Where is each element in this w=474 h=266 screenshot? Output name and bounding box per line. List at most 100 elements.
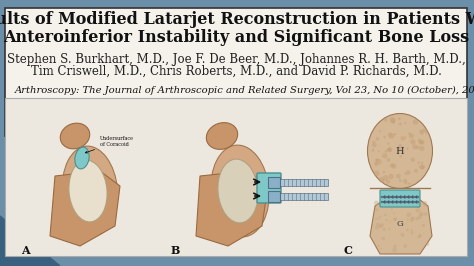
Circle shape (399, 123, 402, 126)
Circle shape (411, 232, 414, 234)
Circle shape (422, 224, 425, 227)
Circle shape (405, 182, 407, 185)
Text: H: H (396, 147, 404, 156)
Circle shape (398, 144, 402, 148)
FancyBboxPatch shape (5, 8, 467, 136)
Circle shape (401, 136, 405, 141)
Circle shape (376, 158, 379, 161)
Circle shape (422, 128, 426, 133)
Circle shape (404, 122, 407, 124)
Circle shape (410, 157, 415, 162)
Ellipse shape (218, 159, 258, 223)
Circle shape (378, 225, 382, 228)
Circle shape (376, 159, 382, 165)
Circle shape (388, 174, 394, 179)
Circle shape (419, 130, 422, 132)
Polygon shape (50, 171, 120, 246)
Circle shape (412, 144, 417, 149)
Circle shape (407, 218, 409, 220)
Circle shape (402, 202, 405, 206)
FancyBboxPatch shape (5, 98, 467, 256)
Circle shape (383, 135, 386, 139)
Circle shape (386, 158, 390, 162)
Circle shape (400, 233, 404, 237)
Circle shape (417, 236, 419, 238)
Text: Arthroscopy: The Journal of Arthroscopic and Related Surgery, Vol 23, No 10 (Oct: Arthroscopy: The Journal of Arthroscopic… (15, 85, 474, 94)
Circle shape (419, 130, 424, 135)
Circle shape (409, 133, 414, 138)
Circle shape (410, 229, 413, 232)
Circle shape (386, 179, 390, 184)
Polygon shape (370, 196, 432, 254)
Circle shape (391, 119, 395, 124)
Ellipse shape (367, 114, 432, 189)
Circle shape (403, 179, 407, 183)
Text: B: B (170, 246, 180, 256)
Circle shape (384, 213, 387, 216)
Ellipse shape (69, 160, 107, 222)
Circle shape (426, 242, 429, 246)
Circle shape (408, 182, 410, 185)
Circle shape (393, 133, 396, 136)
Circle shape (380, 223, 384, 227)
Circle shape (406, 147, 409, 150)
Circle shape (383, 228, 386, 231)
Circle shape (416, 205, 419, 208)
Circle shape (415, 217, 419, 221)
Circle shape (419, 212, 424, 216)
Circle shape (374, 162, 377, 165)
FancyBboxPatch shape (278, 193, 328, 200)
Circle shape (375, 218, 378, 220)
Circle shape (395, 200, 400, 205)
Circle shape (413, 119, 418, 125)
Circle shape (391, 163, 396, 169)
Circle shape (411, 217, 414, 219)
Polygon shape (196, 171, 268, 246)
Circle shape (392, 248, 397, 253)
Circle shape (393, 218, 397, 222)
Circle shape (390, 117, 395, 123)
Circle shape (378, 218, 380, 220)
Circle shape (419, 234, 421, 236)
FancyBboxPatch shape (257, 173, 281, 203)
Circle shape (420, 165, 425, 169)
Circle shape (381, 179, 384, 183)
Circle shape (378, 245, 380, 247)
Circle shape (402, 202, 407, 206)
Text: Anteroinferior Instability and Significant Bone Loss: Anteroinferior Instability and Significa… (3, 30, 469, 47)
Circle shape (374, 201, 379, 205)
Text: Tim Criswell, M.D., Chris Roberts, M.D., and David P. Richards, M.D.: Tim Criswell, M.D., Chris Roberts, M.D.,… (30, 64, 441, 77)
Circle shape (392, 121, 395, 123)
Circle shape (419, 140, 425, 145)
Circle shape (419, 217, 422, 219)
FancyBboxPatch shape (268, 191, 280, 202)
Circle shape (406, 170, 410, 175)
Circle shape (410, 139, 416, 145)
Ellipse shape (62, 146, 118, 236)
Circle shape (375, 226, 379, 230)
Circle shape (387, 148, 391, 151)
Circle shape (383, 175, 388, 181)
Circle shape (378, 150, 380, 152)
Circle shape (405, 136, 407, 138)
Circle shape (394, 217, 397, 221)
Circle shape (382, 237, 385, 240)
Circle shape (419, 214, 422, 218)
Circle shape (408, 132, 411, 135)
Polygon shape (0, 216, 60, 266)
Circle shape (387, 142, 390, 145)
Circle shape (421, 162, 423, 164)
Circle shape (391, 208, 393, 210)
Circle shape (384, 118, 387, 122)
Circle shape (419, 141, 422, 144)
Circle shape (404, 202, 408, 206)
Circle shape (375, 137, 379, 141)
Circle shape (406, 212, 411, 217)
Circle shape (375, 164, 378, 166)
Circle shape (406, 229, 409, 231)
Circle shape (399, 179, 401, 182)
Circle shape (372, 143, 377, 147)
Circle shape (410, 217, 414, 222)
Circle shape (388, 132, 392, 137)
Circle shape (375, 208, 379, 211)
